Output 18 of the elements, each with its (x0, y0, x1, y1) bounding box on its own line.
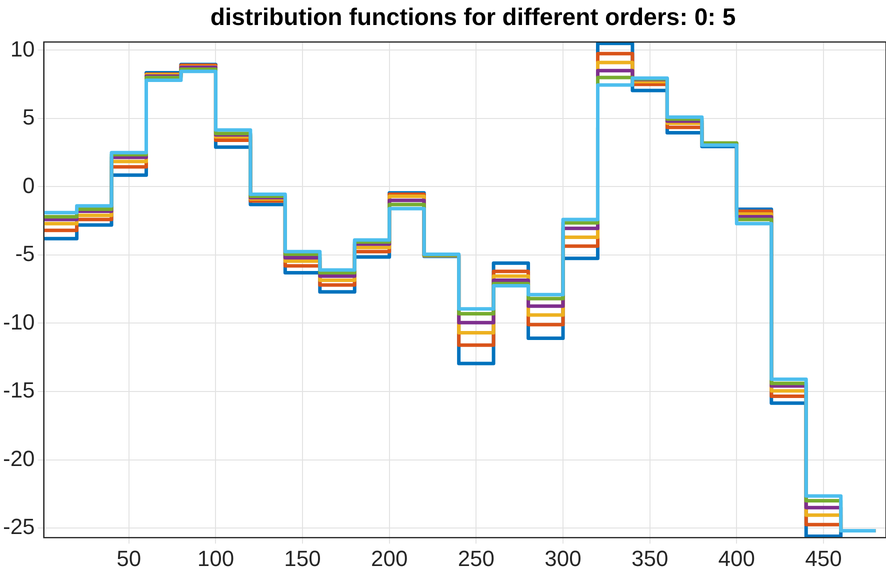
y-tick-label: -10 (3, 309, 35, 334)
y-tick-label: -25 (3, 514, 35, 540)
x-tick-label: 450 (805, 546, 842, 571)
x-tick-label: 300 (544, 546, 582, 571)
y-tick-label: 0 (22, 172, 35, 198)
x-tick-label: 350 (631, 546, 668, 571)
y-tick-label: -20 (3, 446, 35, 471)
y-tick-label: -5 (15, 241, 35, 266)
x-tick-label: 50 (116, 546, 142, 571)
y-tick-label: -15 (3, 378, 35, 403)
x-tick-label: 200 (371, 546, 408, 571)
x-tick-label: 150 (284, 546, 321, 571)
y-tick-label: 5 (22, 104, 35, 130)
x-tick-label: 100 (197, 546, 234, 571)
chart-title: distribution functions for different orders: 0: 5 (209, 4, 737, 32)
x-tick-label: 400 (718, 546, 756, 571)
y-tick-label: 10 (10, 36, 35, 62)
x-tick-label: 250 (458, 546, 495, 571)
